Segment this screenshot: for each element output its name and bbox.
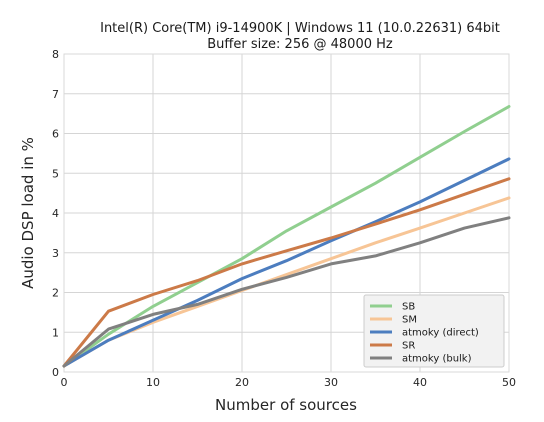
series-line-sr	[62, 177, 511, 368]
y-tick-label: 4	[52, 207, 59, 220]
legend-label: atmoky (bulk)	[402, 354, 472, 365]
y-tick-label: 1	[52, 326, 59, 339]
legend-label: atmoky (direct)	[402, 328, 479, 339]
series-line-atmoky-bulk	[62, 216, 511, 368]
chart-title: Intel(R) Core(TM) i9-14900K | Windows 11…	[100, 21, 500, 36]
chart-subtitle: Buffer size: 256 @ 48000 Hz	[207, 37, 393, 52]
y-tick-label: 3	[52, 247, 59, 260]
legend: SB SM atmoky (direct) SR atmoky (bulk)	[363, 294, 505, 368]
x-tick-label: 40	[413, 376, 427, 389]
x-tick-label: 30	[324, 376, 338, 389]
tick-labels: 0 10 20 30 40 50 0 1 2 3 4 5 6 7 8	[52, 48, 516, 389]
y-tick-label: 2	[52, 287, 59, 300]
y-tick-label: 8	[52, 48, 59, 61]
x-tick-label: 50	[502, 376, 516, 389]
legend-label: SM	[402, 315, 417, 326]
plot-area	[63, 53, 510, 373]
x-tick-label: 20	[235, 376, 249, 389]
legend-label: SB	[402, 302, 415, 313]
series-line-atmoky-direct	[62, 157, 511, 368]
series-layer	[62, 105, 511, 368]
y-tick-label: 6	[52, 128, 59, 141]
y-tick-label: 5	[52, 167, 59, 180]
y-axis-label: Audio DSP load in %	[19, 137, 37, 289]
x-tick-label: 10	[146, 376, 160, 389]
x-tick-label: 0	[61, 376, 68, 389]
y-tick-label: 0	[52, 366, 59, 379]
series-line-sb	[62, 105, 511, 368]
legend-label: SR	[402, 341, 415, 352]
y-tick-label: 7	[52, 88, 59, 101]
x-axis-label: Number of sources	[215, 396, 357, 414]
legend-box	[363, 294, 505, 368]
